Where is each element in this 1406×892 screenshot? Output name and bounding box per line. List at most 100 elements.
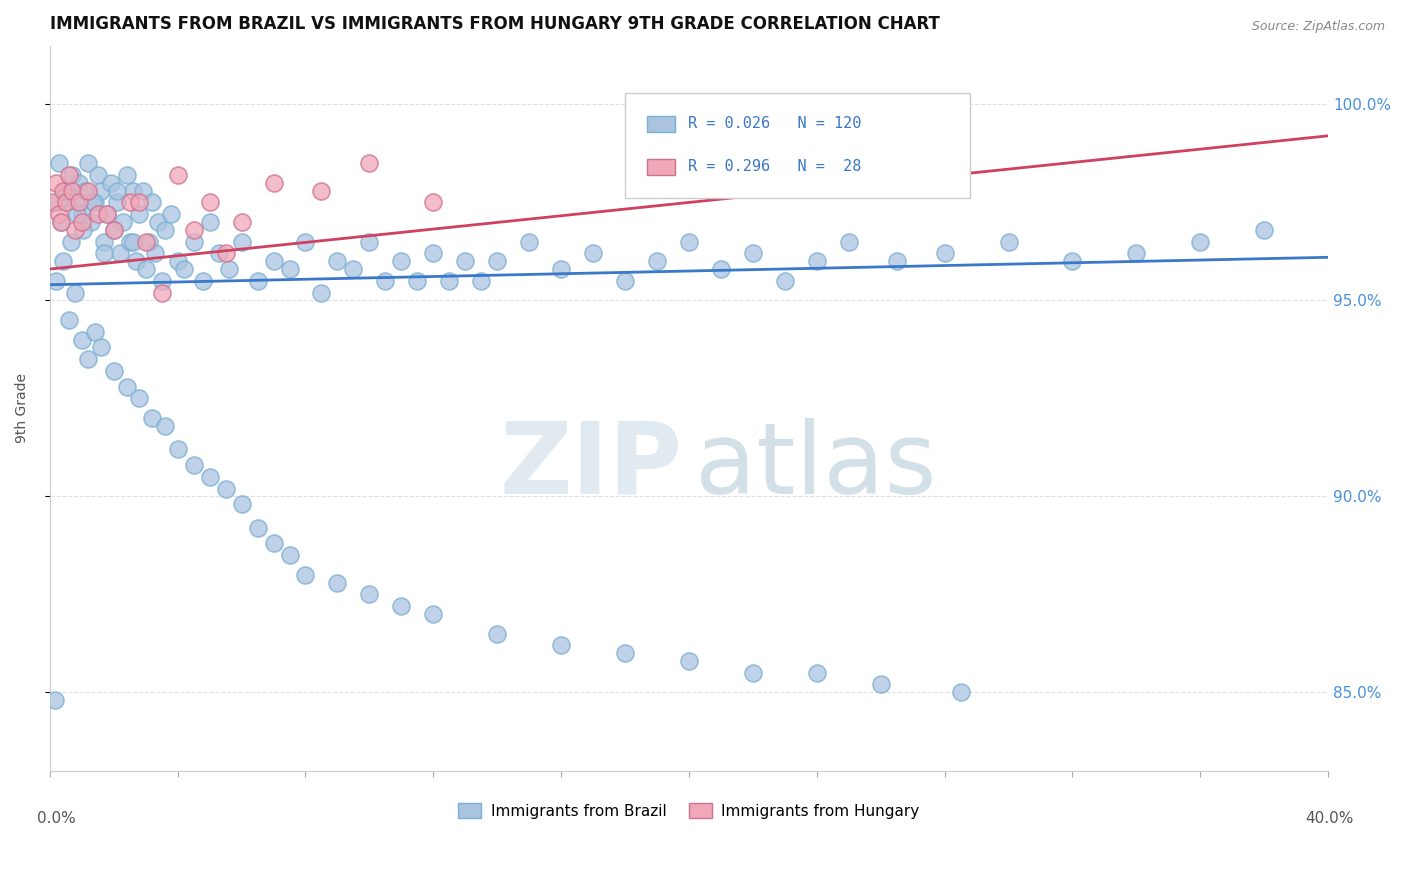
Point xyxy=(105,184,128,198)
Point xyxy=(59,235,82,249)
Point xyxy=(128,207,150,221)
Point xyxy=(103,364,125,378)
Point xyxy=(166,168,188,182)
Point xyxy=(741,665,763,680)
Point xyxy=(70,333,93,347)
Text: R = 0.296   N =  28: R = 0.296 N = 28 xyxy=(688,160,860,175)
Point xyxy=(42,195,65,210)
Point xyxy=(173,262,195,277)
Point xyxy=(115,168,138,182)
Text: atlas: atlas xyxy=(696,417,936,515)
Point xyxy=(278,262,301,277)
Point xyxy=(454,254,477,268)
Point xyxy=(311,184,333,198)
Point xyxy=(115,379,138,393)
Point xyxy=(58,168,80,182)
Point xyxy=(49,215,72,229)
FancyBboxPatch shape xyxy=(647,159,675,175)
Point xyxy=(48,156,70,170)
Point xyxy=(359,156,381,170)
Point xyxy=(614,274,637,288)
Point xyxy=(48,207,70,221)
Point xyxy=(90,341,112,355)
Point xyxy=(153,418,176,433)
Point xyxy=(65,195,87,210)
Point xyxy=(122,184,145,198)
Point xyxy=(60,168,83,182)
Point xyxy=(143,246,166,260)
Point xyxy=(67,195,90,210)
Point xyxy=(886,254,908,268)
Point xyxy=(65,223,87,237)
Point xyxy=(997,235,1019,249)
Point xyxy=(374,274,396,288)
Point xyxy=(103,223,125,237)
Point xyxy=(710,262,733,277)
Point xyxy=(678,235,700,249)
Point xyxy=(550,638,572,652)
Point xyxy=(246,274,269,288)
Point xyxy=(406,274,429,288)
Point xyxy=(93,235,115,249)
Point xyxy=(70,207,93,221)
Point xyxy=(141,411,163,425)
Point xyxy=(66,207,89,221)
Point xyxy=(218,262,240,277)
Point xyxy=(422,246,444,260)
Point xyxy=(645,254,668,268)
Point xyxy=(359,587,381,601)
Point xyxy=(1125,246,1147,260)
Point xyxy=(359,235,381,249)
Point xyxy=(1062,254,1084,268)
Point xyxy=(1253,223,1275,237)
Point xyxy=(103,223,125,237)
Point xyxy=(125,254,148,268)
Point xyxy=(55,184,77,198)
Point xyxy=(231,235,253,249)
Point xyxy=(1189,235,1212,249)
Point xyxy=(326,575,349,590)
Point xyxy=(214,246,236,260)
Point xyxy=(550,262,572,277)
Point xyxy=(183,223,205,237)
Point xyxy=(678,654,700,668)
Point xyxy=(128,195,150,210)
Point xyxy=(246,521,269,535)
Text: ZIP: ZIP xyxy=(499,417,682,515)
Point xyxy=(949,685,972,699)
Point xyxy=(231,497,253,511)
Point xyxy=(614,646,637,660)
Legend: Immigrants from Brazil, Immigrants from Hungary: Immigrants from Brazil, Immigrants from … xyxy=(453,797,925,825)
Point xyxy=(45,274,67,288)
Point xyxy=(342,262,364,277)
Point xyxy=(278,548,301,562)
Point xyxy=(166,442,188,457)
Point xyxy=(96,207,118,221)
Point xyxy=(83,195,105,210)
Point xyxy=(166,254,188,268)
Point xyxy=(806,665,828,680)
Point xyxy=(77,184,100,198)
Point xyxy=(77,156,100,170)
Point xyxy=(128,392,150,406)
Point xyxy=(45,176,67,190)
Point xyxy=(153,223,176,237)
Point xyxy=(46,195,69,210)
Text: R = 0.026   N = 120: R = 0.026 N = 120 xyxy=(688,116,860,131)
Point xyxy=(90,184,112,198)
Point xyxy=(52,184,75,198)
Y-axis label: 9th Grade: 9th Grade xyxy=(15,373,30,443)
Point xyxy=(131,184,153,198)
Point xyxy=(87,207,110,221)
Point xyxy=(73,184,96,198)
Point xyxy=(112,215,135,229)
Point xyxy=(208,246,231,260)
Point xyxy=(93,246,115,260)
Point xyxy=(77,352,100,367)
Point xyxy=(263,176,285,190)
Point xyxy=(55,184,77,198)
Point xyxy=(934,246,956,260)
Point xyxy=(486,626,509,640)
Point xyxy=(70,215,93,229)
Point xyxy=(198,469,221,483)
